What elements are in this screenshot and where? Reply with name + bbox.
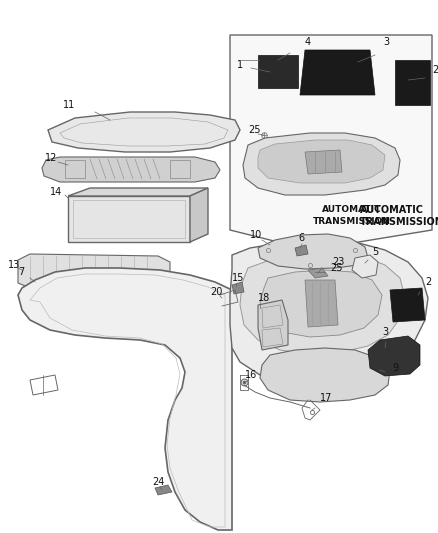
- Text: 17: 17: [320, 393, 332, 403]
- Polygon shape: [48, 112, 240, 152]
- Text: 14: 14: [50, 187, 62, 197]
- Text: 9: 9: [392, 363, 398, 373]
- Polygon shape: [232, 282, 244, 294]
- Text: 7: 7: [18, 267, 24, 277]
- Polygon shape: [258, 55, 298, 88]
- Text: AUTOMATIC: AUTOMATIC: [322, 206, 382, 214]
- Text: 12: 12: [45, 153, 57, 163]
- Text: 25: 25: [330, 263, 343, 273]
- Text: 4: 4: [305, 37, 311, 47]
- Polygon shape: [305, 280, 338, 327]
- Polygon shape: [258, 234, 368, 269]
- Polygon shape: [258, 300, 288, 350]
- Text: 18: 18: [258, 293, 270, 303]
- Polygon shape: [240, 254, 405, 354]
- Text: AUTOMATIC: AUTOMATIC: [360, 205, 424, 215]
- Polygon shape: [18, 268, 232, 530]
- Polygon shape: [68, 188, 208, 196]
- Text: 16: 16: [245, 370, 257, 380]
- Text: 1: 1: [237, 60, 243, 70]
- Polygon shape: [305, 150, 342, 174]
- Polygon shape: [260, 270, 382, 337]
- Ellipse shape: [355, 261, 373, 273]
- Polygon shape: [368, 336, 420, 376]
- Text: 5: 5: [372, 247, 378, 257]
- Polygon shape: [308, 268, 328, 278]
- Polygon shape: [395, 60, 430, 105]
- Text: 13: 13: [8, 260, 20, 270]
- Text: 25: 25: [248, 125, 261, 135]
- Polygon shape: [352, 255, 378, 278]
- Text: 3: 3: [383, 37, 389, 47]
- Ellipse shape: [284, 369, 316, 387]
- Text: 6: 6: [298, 233, 304, 243]
- Polygon shape: [155, 485, 172, 495]
- Polygon shape: [258, 140, 385, 183]
- Polygon shape: [18, 254, 170, 290]
- Polygon shape: [190, 188, 208, 242]
- Text: 11: 11: [63, 100, 75, 110]
- Polygon shape: [230, 35, 432, 250]
- Text: 2: 2: [425, 277, 431, 287]
- Text: TRANSMISSION: TRANSMISSION: [313, 217, 391, 227]
- Text: 24: 24: [152, 477, 164, 487]
- Polygon shape: [42, 157, 220, 182]
- Ellipse shape: [334, 369, 366, 387]
- Text: 10: 10: [250, 230, 262, 240]
- Polygon shape: [68, 196, 190, 242]
- Polygon shape: [260, 348, 390, 402]
- Text: 15: 15: [232, 273, 244, 283]
- Text: 20: 20: [210, 287, 223, 297]
- Text: 2: 2: [432, 65, 438, 75]
- Polygon shape: [243, 133, 400, 195]
- Ellipse shape: [315, 57, 365, 87]
- Text: TRANSMISSION: TRANSMISSION: [360, 217, 438, 227]
- Text: 23: 23: [332, 257, 344, 267]
- Polygon shape: [295, 245, 308, 256]
- Polygon shape: [230, 240, 428, 382]
- Polygon shape: [300, 50, 375, 95]
- Polygon shape: [390, 288, 425, 322]
- Text: 3: 3: [382, 327, 388, 337]
